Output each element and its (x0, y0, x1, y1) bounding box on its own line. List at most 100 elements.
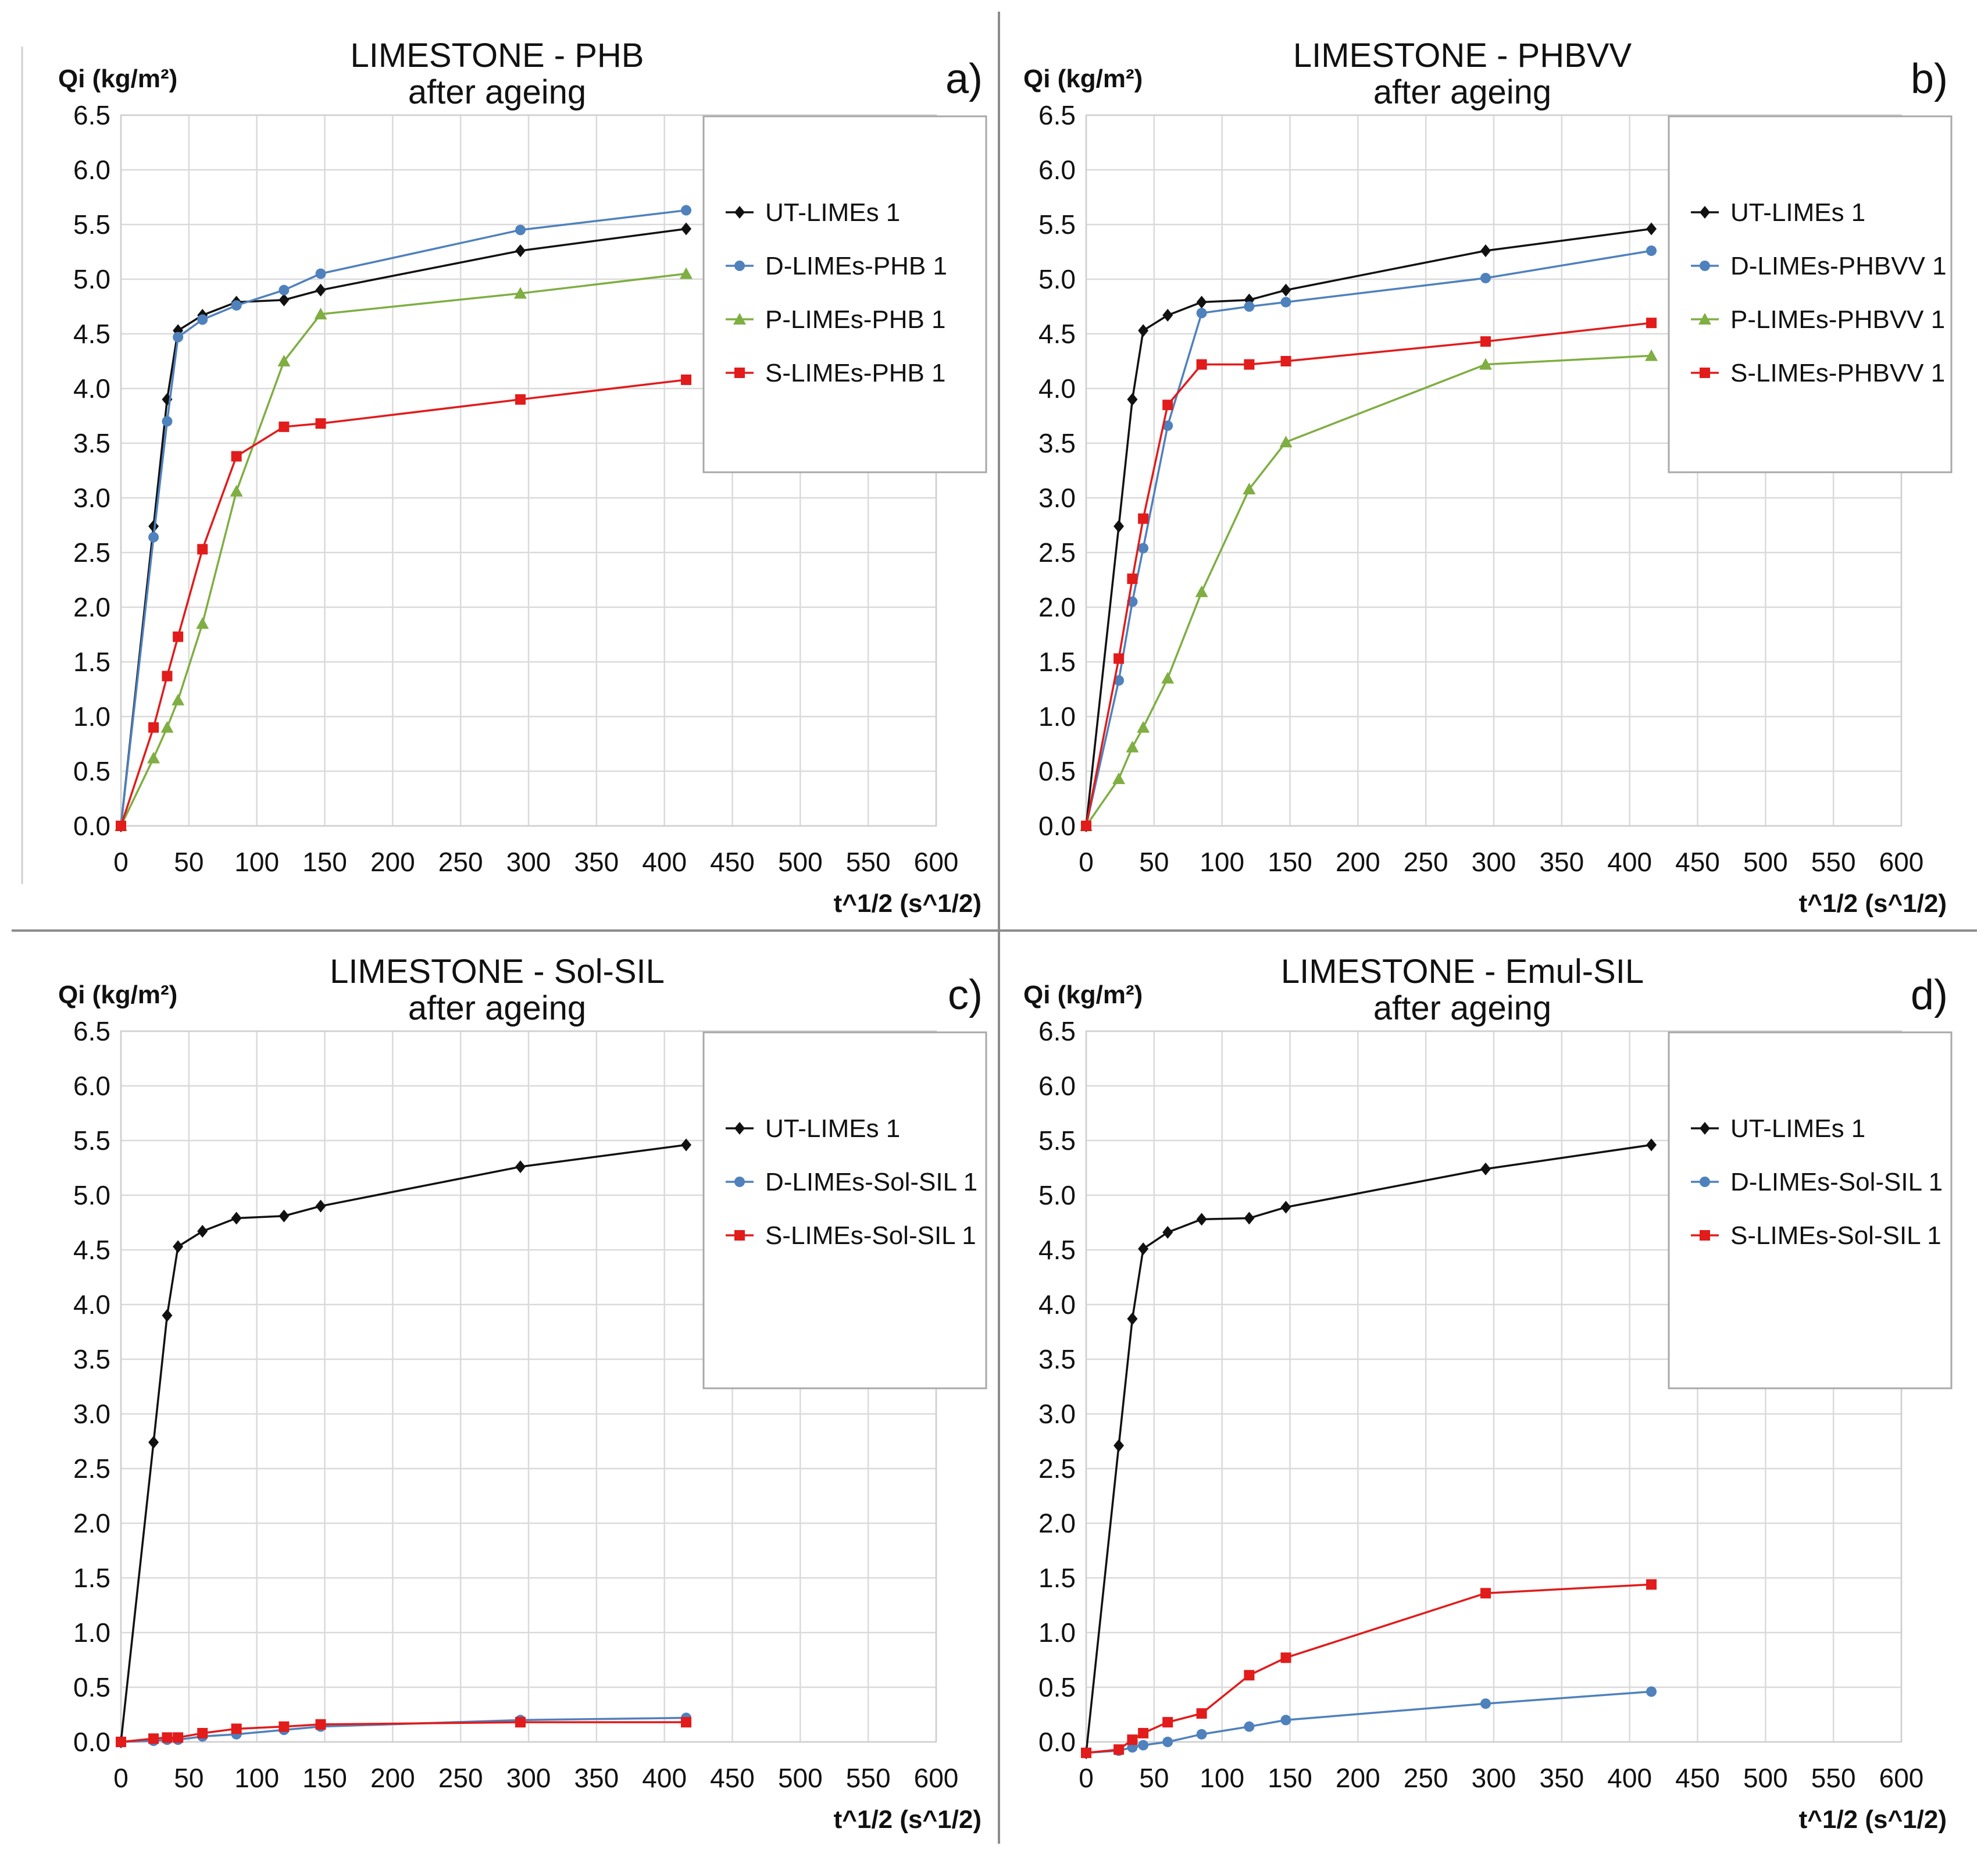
legend-marker (1700, 1177, 1710, 1187)
legend-entry: S-LIMEs-PHB 1 (765, 359, 946, 387)
chart-panel-b: 0.0 0.5 1.0 1.5 2.0 2.5 3.0 3.5 4.0 4.5 5.0 5.5 6.0 6… (1023, 37, 1953, 918)
y-tick-label: 5.5 (1038, 1125, 1076, 1156)
data-point (1280, 283, 1291, 297)
x-tick-label: 400 (642, 1763, 687, 1793)
data-point (231, 1723, 242, 1734)
series-line (120, 1143, 687, 1742)
x-tick-label: 100 (234, 1763, 279, 1793)
y-tick-label: 4.5 (73, 319, 110, 349)
legend-marker (734, 206, 745, 219)
series-line (120, 1721, 687, 1743)
legend-marker (734, 1122, 745, 1135)
chart-panel-c: 0.0 0.5 1.0 1.5 2.0 2.5 3.0 3.5 4.0 4.5 5.0 5.5 6.0 6… (58, 953, 987, 1834)
legend-marker (1700, 261, 1710, 271)
data-point (173, 332, 184, 343)
y-tick-label: 1.5 (73, 1563, 110, 1593)
panel-label: d) (1911, 972, 1948, 1018)
panel-label: b) (1911, 56, 1948, 102)
legend-entry: S-LIMEs-PHBVV 1 (1730, 359, 1945, 387)
y-tick-label: 0.5 (1038, 756, 1076, 786)
y-tick-label: 1.5 (73, 647, 110, 677)
y-tick-label: 3.0 (73, 1399, 110, 1429)
chart-subtitle: after ageing (408, 989, 586, 1027)
legend-entry: D-LIMEs-Sol-SIL 1 (1730, 1168, 1943, 1196)
x-tick-label: 350 (574, 1763, 619, 1793)
series-1 (1081, 245, 1657, 831)
chart-title: LIMESTONE - PHBVV (1293, 37, 1632, 74)
data-point (1646, 245, 1657, 256)
data-point (173, 1732, 184, 1743)
x-tick-label: 550 (1811, 847, 1856, 877)
x-tick-label: 600 (914, 1763, 959, 1793)
data-point (1112, 772, 1126, 785)
chart-subtitle: after ageing (1373, 989, 1551, 1027)
y-tick-label: 4.5 (73, 1235, 110, 1265)
data-point (1162, 420, 1173, 431)
data-point (1127, 393, 1138, 406)
data-point (173, 631, 184, 642)
x-tick-label: 300 (1472, 847, 1516, 877)
y-tick-label: 0.5 (1038, 1672, 1076, 1702)
x-tick-label: 250 (1404, 1763, 1448, 1793)
y-tick-label: 2.5 (1038, 537, 1076, 568)
data-point (1195, 585, 1208, 597)
data-point (197, 1225, 208, 1238)
legend-marker (1700, 1230, 1710, 1241)
x-tick-label: 450 (1675, 1763, 1720, 1793)
y-axis-label: Qi (kg/m²) (1023, 65, 1143, 93)
data-point (315, 283, 326, 297)
x-tick-label: 400 (642, 847, 687, 877)
data-point (173, 1240, 184, 1253)
data-point (162, 416, 173, 427)
y-tick-label: 6.5 (73, 1016, 110, 1046)
y-tick-label: 2.0 (73, 592, 110, 622)
data-point (148, 1435, 159, 1449)
data-point (681, 222, 692, 236)
data-point (681, 374, 692, 385)
y-tick-label: 4.0 (1038, 1289, 1076, 1320)
data-point (1127, 1312, 1138, 1325)
series-2 (1081, 1579, 1657, 1758)
x-tick-label: 450 (710, 847, 755, 877)
data-point (160, 721, 174, 733)
x-tick-label: 0 (113, 847, 129, 877)
data-point (231, 300, 242, 311)
x-tick-label: 350 (1539, 847, 1584, 877)
data-point (1081, 1747, 1091, 1758)
x-tick-label: 100 (234, 847, 279, 877)
x-tick-label: 200 (370, 847, 415, 877)
series-line (1085, 322, 1652, 826)
x-tick-label: 150 (1268, 1763, 1312, 1793)
data-point (1244, 301, 1255, 312)
x-tick-label: 250 (438, 847, 483, 877)
data-point (1196, 359, 1207, 370)
legend-entry: D-LIMEs-PHBVV 1 (1730, 252, 1947, 280)
data-point (196, 617, 209, 629)
x-tick-label: 300 (1472, 1763, 1516, 1793)
data-point (197, 1727, 208, 1738)
data-point (513, 287, 527, 299)
data-point (1162, 1737, 1173, 1747)
legend-entry: D-LIMEs-Sol-SIL 1 (765, 1168, 977, 1196)
data-point (1646, 1138, 1657, 1152)
legend-entry: UT-LIMEs 1 (765, 198, 900, 227)
data-point (1280, 1652, 1291, 1663)
legend-entry: UT-LIMEs 1 (765, 1114, 900, 1143)
data-point (315, 418, 326, 429)
legend-entry: S-LIMEs-Sol-SIL 1 (1730, 1221, 1941, 1250)
data-point (277, 355, 291, 366)
series-line (120, 272, 687, 826)
x-tick-label: 250 (1404, 847, 1448, 877)
x-tick-label: 200 (370, 1763, 415, 1793)
data-point (1646, 222, 1657, 236)
legend-marker (1700, 368, 1710, 378)
x-axis-label: t^1/2 (s^1/2) (1799, 1805, 1947, 1834)
x-tick-label: 350 (574, 847, 619, 877)
series-3 (116, 374, 692, 831)
y-tick-label: 6.5 (73, 100, 110, 130)
data-point (1280, 356, 1291, 366)
y-tick-label: 1.0 (1038, 1617, 1076, 1648)
y-tick-label: 5.0 (1038, 264, 1076, 294)
data-point (1081, 821, 1091, 831)
data-point (1137, 721, 1150, 733)
